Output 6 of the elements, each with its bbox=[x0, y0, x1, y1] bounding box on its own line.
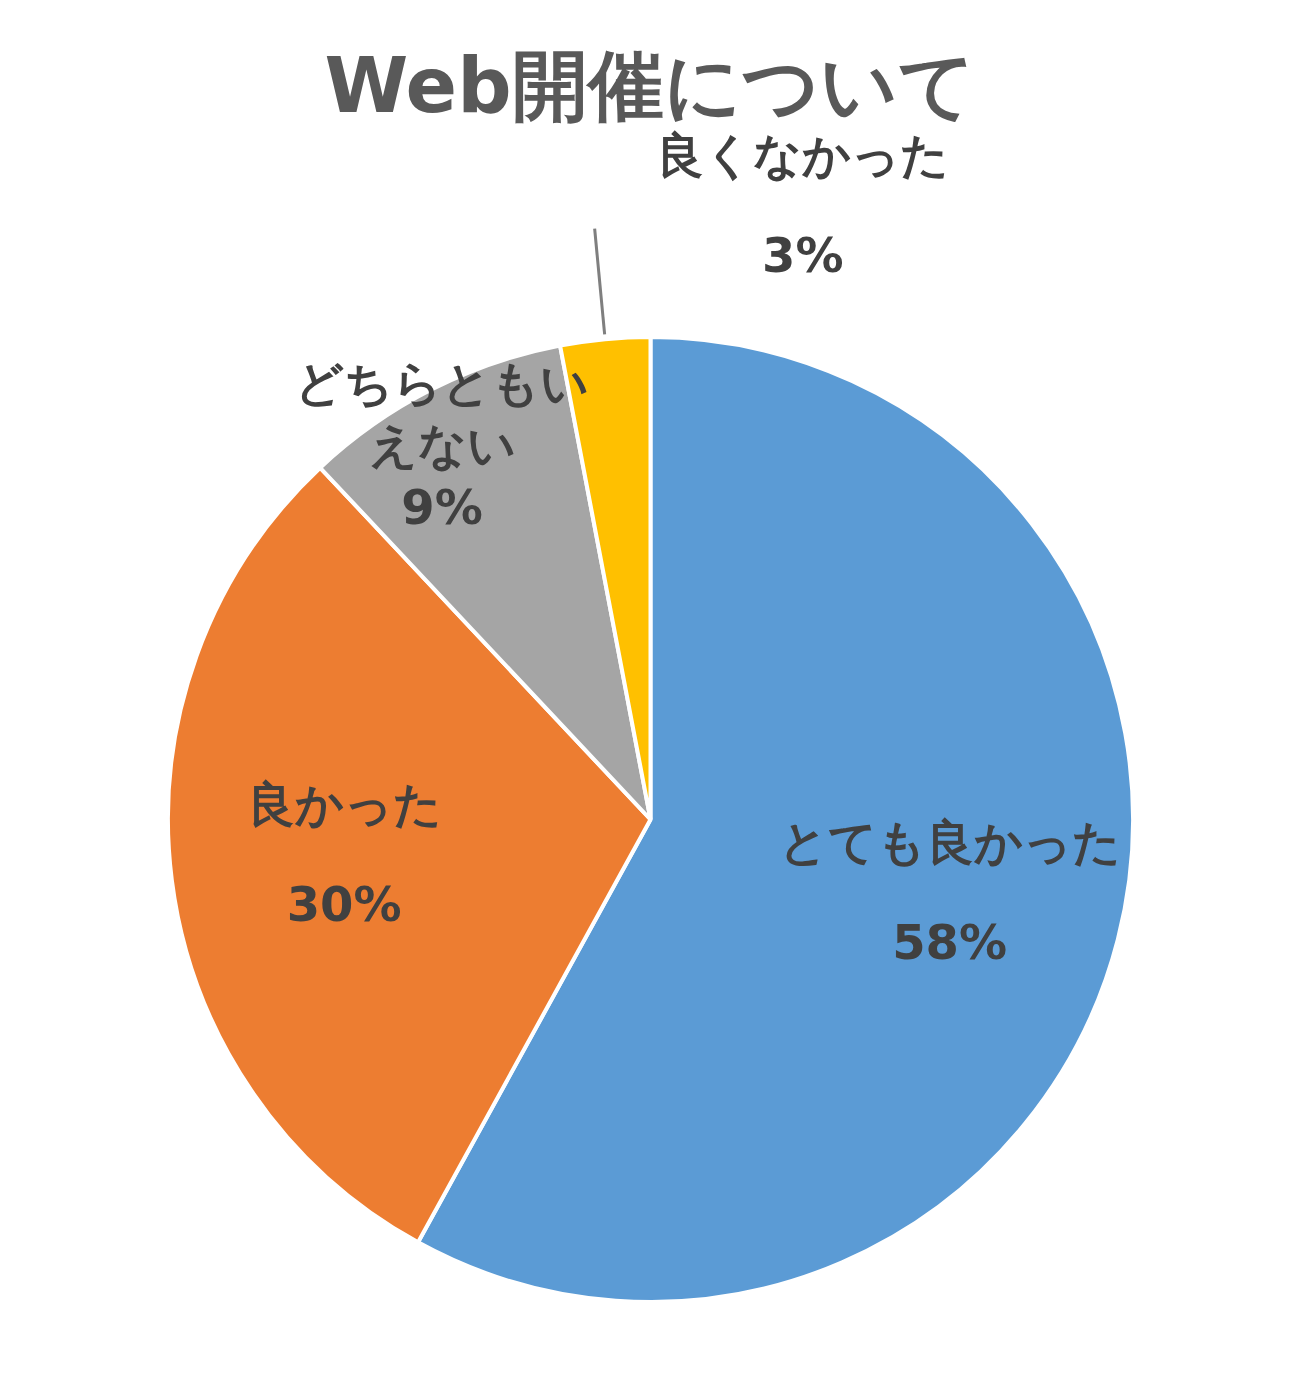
slice-label: 良かった bbox=[246, 775, 442, 832]
data-label: 58% bbox=[892, 913, 1008, 970]
slice-label: とても良かった bbox=[778, 813, 1121, 870]
data-label: 9% bbox=[401, 479, 483, 536]
data-label: 3% bbox=[762, 226, 844, 283]
data-label: 30% bbox=[286, 875, 402, 932]
